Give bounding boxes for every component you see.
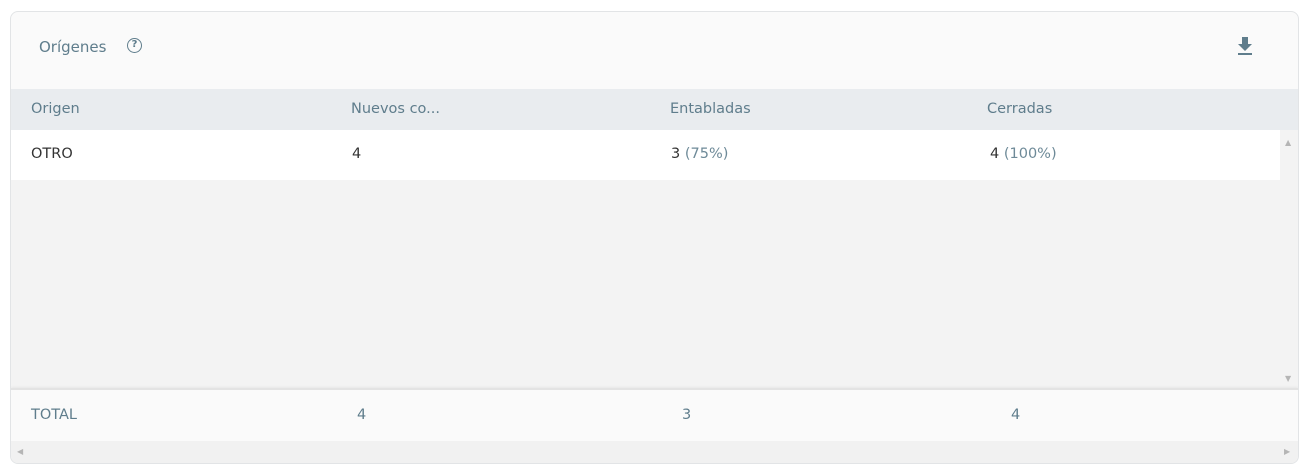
total-nuevos: 4 [357, 407, 367, 423]
total-label: TOTAL [31, 407, 77, 423]
table-row[interactable]: OTRO 4 3 (75%) 4 (100%) [11, 130, 1280, 180]
cerradas-value: 4 [990, 146, 1000, 162]
cell-cerradas: 4 (100%) [990, 146, 1057, 162]
card-title: Orígenes [39, 38, 107, 56]
cell-entabladas: 3 (75%) [671, 146, 728, 162]
card-header: Orígenes ? [11, 12, 1298, 89]
table-header: Origen Nuevos co... Entabladas Cerradas [11, 89, 1298, 130]
horizontal-scrollbar[interactable]: ◀ ▶ [11, 441, 1298, 463]
scroll-down-icon[interactable]: ▼ [1285, 374, 1292, 383]
column-header-nuevos[interactable]: Nuevos co... [351, 101, 440, 117]
table-footer-totals: TOTAL 4 3 4 [11, 388, 1298, 442]
scroll-right-icon[interactable]: ▶ [1284, 447, 1291, 456]
column-header-entabladas[interactable]: Entabladas [670, 101, 751, 117]
scroll-up-icon[interactable]: ▲ [1285, 138, 1292, 147]
entabladas-percent: (75%) [684, 146, 729, 162]
question-circle-icon[interactable]: ? [127, 38, 142, 53]
total-entabladas: 3 [682, 407, 692, 423]
scroll-left-icon[interactable]: ◀ [17, 447, 24, 456]
total-cerradas: 4 [1011, 407, 1021, 423]
table-body-empty-area [11, 180, 1280, 388]
column-header-origen[interactable]: Origen [31, 101, 80, 117]
download-icon[interactable] [1237, 36, 1253, 56]
cerradas-percent: (100%) [1003, 146, 1057, 162]
cell-nuevos: 4 [352, 146, 362, 162]
vertical-scrollbar[interactable]: ▲ ▼ [1280, 130, 1298, 388]
origenes-card: Orígenes ? Origen Nuevos co... Entablada… [10, 11, 1299, 464]
entabladas-value: 3 [671, 146, 681, 162]
column-header-cerradas[interactable]: Cerradas [987, 101, 1053, 117]
cell-origen: OTRO [31, 146, 73, 162]
